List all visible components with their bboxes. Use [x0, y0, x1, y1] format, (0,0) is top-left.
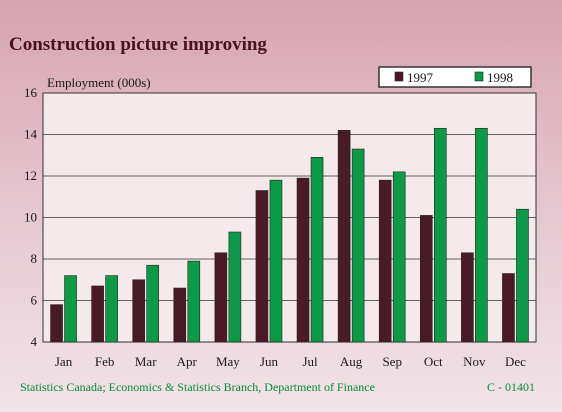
x-tick-label: Jun: [260, 354, 279, 369]
bar-1997-jul: [296, 177, 310, 343]
bar-1998-sep: [392, 171, 406, 343]
x-tick-label: Apr: [177, 354, 198, 369]
bar-1998-jul: [310, 157, 324, 343]
source-note: Statistics Canada; Economics & Statistic…: [20, 380, 375, 394]
bars: [50, 127, 529, 343]
gridlines: [43, 92, 536, 343]
bar-1998-aug: [351, 148, 365, 343]
bar-1998-jun: [269, 179, 283, 343]
bar-1997-sep: [378, 179, 392, 343]
y-tick-label: 8: [31, 251, 38, 266]
y-tick-label: 12: [24, 168, 37, 183]
y-tick-label: 4: [31, 334, 38, 349]
x-tick-label: Dec: [505, 354, 526, 369]
y-tick-label: 6: [31, 293, 38, 308]
bar-1997-nov: [461, 252, 474, 343]
bar-1997-apr: [173, 287, 187, 343]
bar-1998-nov: [475, 127, 488, 343]
y-tick-label: 14: [24, 127, 38, 142]
bar-1997-mar: [132, 279, 146, 343]
x-tick-label: Nov: [463, 354, 486, 369]
bar-1998-apr: [187, 260, 201, 343]
chart-code: C - 01401: [487, 380, 535, 394]
x-tick-label: Jul: [302, 354, 318, 369]
bar-1997-jun: [255, 190, 269, 343]
x-tick-label: Oct: [424, 354, 443, 369]
y-tick-label: 10: [24, 210, 37, 225]
bar-1997-may: [214, 252, 228, 343]
bar-1998-mar: [146, 264, 160, 343]
chart-title: Construction picture improving: [9, 34, 267, 55]
bar-1998-jan: [64, 275, 77, 343]
x-tick-label: Aug: [340, 354, 363, 369]
bar-1998-may: [228, 231, 242, 343]
y-tick-label: 16: [24, 85, 38, 100]
x-tick-labels: Jan Feb Mar Apr May Jun Jul Aug Sep Oct Nov Dec: [55, 354, 526, 369]
x-tick-label: Sep: [382, 354, 402, 369]
y-axis-label: Employment (000s): [47, 75, 151, 90]
bar-1998-feb: [105, 275, 118, 343]
x-tick-label: May: [216, 354, 240, 369]
bar-1997-jan: [50, 304, 63, 343]
x-tick-label: Jan: [55, 354, 73, 369]
y-tick-labels: 4 6 8 10 12 14 16: [24, 85, 38, 349]
bar-1998-oct: [433, 127, 447, 343]
legend-box: [378, 66, 532, 88]
bar-1998-dec: [516, 208, 529, 343]
legend-swatch-1997: [394, 71, 404, 82]
bar-1997-dec: [502, 273, 515, 343]
x-tick-label: Feb: [95, 354, 115, 369]
legend-label-1998: 1998: [487, 70, 513, 85]
legend-label-1997: 1997: [407, 70, 434, 85]
bar-1997-oct: [419, 215, 433, 343]
x-tick-label: Mar: [135, 354, 157, 369]
bar-1997-aug: [337, 130, 351, 343]
bar-1997-feb: [91, 285, 104, 343]
legend: 1997 1998: [378, 66, 532, 88]
legend-swatch-1998: [474, 71, 484, 82]
